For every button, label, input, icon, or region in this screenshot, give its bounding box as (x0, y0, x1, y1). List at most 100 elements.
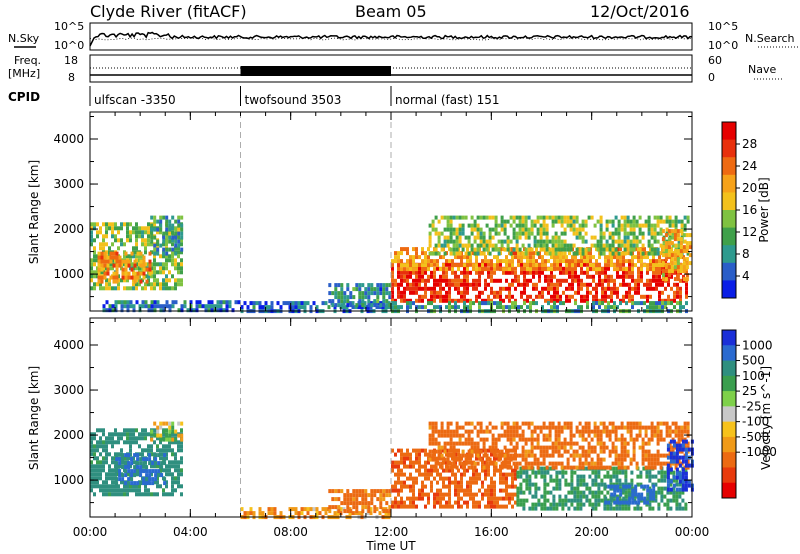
heatmap-cell (623, 457, 627, 462)
heatmap-cell (171, 247, 175, 252)
heatmap-cell (647, 219, 651, 224)
heatmap-cell (493, 267, 496, 272)
heatmap-cell (569, 453, 573, 458)
heatmap-cell (469, 301, 472, 306)
heatmap-cell (673, 257, 677, 262)
heatmap-cell (522, 470, 526, 475)
heatmap-cell (684, 502, 688, 507)
heatmap-cell (129, 448, 132, 453)
heatmap-cell (667, 241, 671, 246)
heatmap-cell (647, 453, 651, 458)
heatmap-cell (168, 433, 172, 438)
heatmap-cell (156, 247, 160, 252)
heatmap-cell (527, 465, 531, 470)
heatmap-cell (519, 498, 523, 503)
heatmap-cell (165, 239, 169, 244)
heatmap-cell (658, 270, 661, 275)
heatmap-cell (117, 286, 120, 291)
heatmap-cell (449, 445, 453, 450)
heatmap-cell (409, 301, 412, 306)
heatmap-cell (90, 476, 93, 481)
heatmap-cell (679, 241, 683, 246)
heatmap-cell (596, 437, 600, 442)
heatmap-cell (168, 230, 171, 235)
heatmap-cell (467, 441, 471, 446)
heatmap-cell (150, 239, 154, 244)
heatmap-cell (165, 258, 168, 263)
heatmap-cell (669, 490, 673, 495)
heatmap-cell (557, 433, 561, 438)
heatmap-cell (597, 486, 601, 491)
heatmap-cell (602, 441, 606, 446)
heatmap-cell (123, 300, 127, 305)
heatmap-cell (460, 259, 463, 264)
colorbar-swatch (722, 330, 736, 346)
heatmap-cell (222, 300, 226, 305)
heatmap-cell (418, 294, 421, 299)
heatmap-cell (443, 215, 447, 220)
heatmap-cell (577, 286, 580, 291)
heatmap-cell (415, 476, 418, 481)
heatmap-cell (449, 461, 453, 466)
heatmap-cell (445, 262, 448, 267)
heatmap-cell (466, 270, 469, 275)
heatmap-cell (586, 294, 589, 299)
heatmap-cell (575, 219, 579, 224)
heatmap-cell (565, 255, 568, 260)
heatmap-cell (123, 428, 126, 433)
heatmap-cell (103, 271, 107, 276)
heatmap-cell (533, 429, 537, 434)
heatmap-cell (97, 251, 101, 256)
heatmap-cell (653, 461, 657, 466)
heatmap-cell (550, 270, 553, 275)
heatmap-cell (385, 303, 389, 308)
heatmap-cell (111, 432, 114, 437)
heatmap-cell (132, 226, 135, 231)
heatmap-cell (661, 301, 664, 306)
heatmap-cell (526, 278, 529, 283)
heatmap-cell (649, 278, 652, 283)
heatmap-cell (165, 472, 168, 477)
heatmap-cell (437, 239, 441, 244)
heatmap-cell (576, 478, 580, 483)
heatmap-cell (451, 298, 454, 303)
heatmap-cell (476, 429, 480, 434)
heatmap-cell (93, 444, 96, 449)
heatmap-cell (619, 267, 622, 272)
heatmap-cell (654, 498, 658, 503)
heatmap-cell (452, 429, 456, 434)
heatmap-cell (117, 432, 120, 437)
heatmap-cell (673, 270, 676, 275)
heatmap-cell (102, 460, 105, 465)
heatmap-cell (494, 231, 498, 236)
heatmap-cell (595, 301, 598, 306)
heatmap-cell (120, 308, 124, 313)
heatmap-cell (658, 301, 661, 306)
heatmap-cell (656, 223, 660, 228)
heatmap-cell (587, 433, 591, 438)
heatmap-cell (490, 476, 493, 481)
heatmap-cell (549, 502, 553, 507)
heatmap-cell (620, 251, 624, 256)
heatmap-cell (536, 461, 540, 466)
heatmap-cell (505, 259, 508, 264)
heatmap-cell (521, 227, 525, 232)
heatmap-cell (439, 255, 442, 260)
heatmap-cell (96, 230, 99, 235)
heatmap-cell (565, 298, 568, 303)
heatmap-cell (570, 490, 574, 495)
heatmap-cell (684, 459, 688, 464)
heatmap-cell (511, 278, 514, 283)
heatmap-cell (400, 247, 403, 252)
heatmap-cell (437, 449, 441, 454)
heatmap-cell (90, 234, 93, 239)
heatmap-cell (526, 282, 529, 287)
heatmap-cell (685, 282, 688, 287)
heatmap-cell (150, 452, 153, 457)
heatmap-cell (488, 457, 492, 462)
heatmap-cell (123, 432, 126, 437)
heatmap-cell (482, 465, 486, 470)
heatmap-cell (449, 219, 453, 224)
heatmap-cell (156, 484, 159, 489)
heatmap-cell (484, 298, 487, 303)
